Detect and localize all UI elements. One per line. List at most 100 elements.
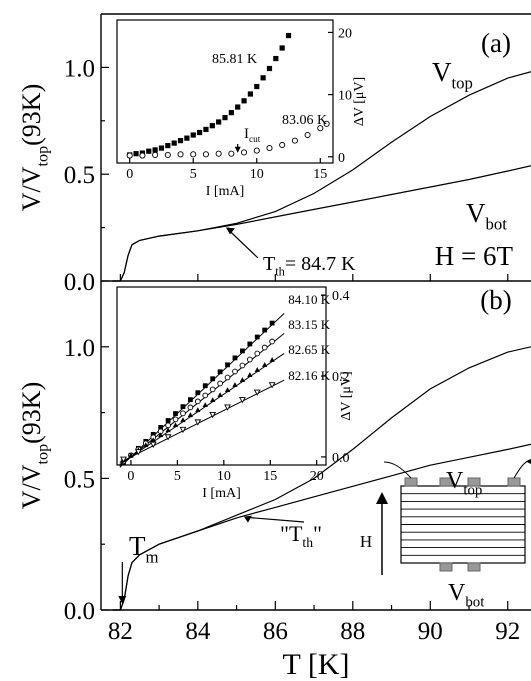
- inset-b-point-2-4: [150, 437, 156, 443]
- inset-a-point-1-0: [126, 152, 133, 159]
- inset-b-point-2-11: [202, 402, 208, 408]
- inset-a-point-0-18: [241, 98, 247, 104]
- xtick-label-2: 86: [263, 618, 288, 645]
- panel-b-label: (b): [480, 285, 511, 315]
- inset-b-point-0-9: [187, 397, 193, 403]
- inset-b-point-0-6: [165, 418, 171, 423]
- inset-a-ylabel: ΔV [μV]: [352, 77, 367, 126]
- inset-b-legend-2: 82.65 K: [288, 342, 331, 357]
- inset-b-point-0-14: [225, 362, 230, 368]
- inset-b-point-2-20: [269, 357, 275, 362]
- inset-a: 0 5 10 15 0 10 20 I [mA] ΔV [μV] 85.81 K 83.06 K Ic…: [116, 19, 367, 199]
- inset-b-point-2-10: [195, 407, 201, 413]
- inset-a-frame: [116, 19, 334, 164]
- inset-b-xtick-label-4: 20: [310, 469, 324, 484]
- inset-a-point-0-12: [203, 126, 209, 133]
- inset-a-point-0-20: [254, 83, 260, 90]
- inset-b-point-0-20: [269, 320, 275, 326]
- inset-b-point-3-1: [134, 449, 142, 456]
- schematic-top-contact-2: [467, 477, 481, 487]
- inset-b-point-0-8: [180, 404, 186, 409]
- inset-b-xtick-label-3: 15: [263, 469, 277, 484]
- inset-a-point-0-23: [273, 55, 279, 62]
- inset-a-point-1-16: [323, 120, 330, 127]
- inset-b-point-3-3: [164, 434, 172, 441]
- inset-b-point-2-3: [143, 442, 149, 448]
- inset-a-point-0-25: [285, 32, 292, 39]
- inset-a-ytick-label-2: 20: [338, 26, 352, 41]
- inset-b-ytick-label-0: 0.0: [332, 451, 350, 466]
- field-arrow-head: [376, 492, 388, 504]
- inset-a-point-1-3: [164, 151, 171, 158]
- panel-a-ytick-label-0: 0.0: [64, 269, 95, 296]
- inset-b-point-0-5: [158, 425, 164, 430]
- field-arrow-label: H: [360, 532, 372, 551]
- inset-b-point-1-10: [194, 398, 201, 405]
- inset-a-point-1-1: [139, 152, 146, 159]
- inset-b-point-1-20: [269, 338, 275, 345]
- xtick-label-5: 92: [495, 618, 520, 645]
- inset-b-point-0-10: [195, 390, 201, 396]
- inset-b-point-0-15: [232, 355, 238, 361]
- inset-b-legend-3: 82.16 K: [288, 368, 331, 383]
- schematic-lead-left: [383, 461, 412, 479]
- panel-a-label: (a): [481, 28, 511, 58]
- inset-a-ylabel-group: ΔV [μV]: [352, 77, 367, 126]
- inset-a-point-0-4: [152, 147, 158, 153]
- inset-b-point-3-9: [253, 389, 261, 396]
- inset-a-point-1-9: [241, 149, 248, 156]
- xtick-label-0: 82: [108, 618, 133, 645]
- inset-a-point-1-13: [291, 137, 298, 144]
- inset-b-point-2-17: [247, 372, 253, 377]
- x-axis-title: T [K]: [283, 648, 350, 681]
- inset-a-point-1-14: [304, 131, 311, 139]
- schematic-top-contact-0: [404, 477, 418, 487]
- inset-b-point-0-17: [247, 341, 253, 347]
- inset-b-point-1-8: [180, 410, 186, 417]
- inset-b-ytick-label-1: 0.2: [332, 370, 350, 385]
- inset-b-point-1-14: [224, 374, 231, 381]
- schematic-lead-arrow: [527, 458, 531, 464]
- schematic-vbot-label: Vbot: [448, 580, 485, 611]
- schematic-top-contact-1: [439, 477, 453, 487]
- xtick-label-4: 90: [418, 618, 443, 645]
- inset-a-xlabel: I [mA]: [206, 184, 245, 199]
- inset-b-point-1-18: [254, 350, 261, 357]
- panel-b-series-V_bot: [112, 443, 531, 611]
- inset-b-point-3-5: [194, 419, 202, 426]
- inset-b-point-0-7: [173, 411, 178, 416]
- schematic: Vtop Vbot H: [360, 458, 531, 611]
- inset-b-point-2-16: [239, 377, 246, 382]
- th-arrow-head: [225, 227, 235, 235]
- inset-a-point-0-13: [209, 123, 215, 129]
- inset-b-point-2-12: [210, 397, 216, 403]
- inset-b-point-0-19: [262, 327, 268, 333]
- inset-a-point-1-7: [215, 150, 222, 157]
- inset-a-cut-label: Icut: [244, 126, 261, 145]
- inset-a-point-1-2: [152, 151, 159, 158]
- inset-b-ylabel-group: ΔV [μV]: [339, 371, 354, 420]
- inset-a-point-0-17: [235, 104, 241, 110]
- schematic-vtop-label: Vtop: [446, 468, 482, 499]
- xtick-label-3: 88: [340, 618, 365, 645]
- inset-b-xtick-label-2: 10: [217, 469, 231, 484]
- inset-a-ytick-label-0: 0: [338, 151, 345, 166]
- inset-b-legend-1: 83.15 K: [288, 317, 331, 332]
- inset-a-point-0-21: [260, 75, 266, 81]
- inset-a-xtick-label-2: 10: [250, 167, 264, 182]
- inset-a-point-1-4: [177, 151, 184, 158]
- xtick-label-1: 84: [185, 618, 211, 645]
- inset-a-point-0-19: [247, 91, 254, 97]
- inset-a-xtick-label-0: 0: [126, 167, 133, 182]
- inset-a-point-0-14: [216, 119, 222, 125]
- inset-b-point-0-16: [240, 348, 245, 354]
- inset-a-point-0-22: [266, 65, 273, 72]
- inset-a-ytick-label-1: 10: [338, 89, 352, 104]
- inset-b-xtick-label-0: 0: [127, 469, 134, 484]
- inset-b-point-3-10: [268, 382, 276, 389]
- main-layer: 0.0 0.5 1.0 V/Vtop(93K) 0.0 0.5 1.0 V/Vtop(93K)…: [17, 13, 531, 681]
- inset-a-point-0-9: [184, 135, 190, 141]
- inset-b-point-1-11: [202, 392, 209, 399]
- inset-b-ytick-label-2: 0.4: [332, 289, 350, 304]
- inset-b-point-1-6: [165, 422, 171, 429]
